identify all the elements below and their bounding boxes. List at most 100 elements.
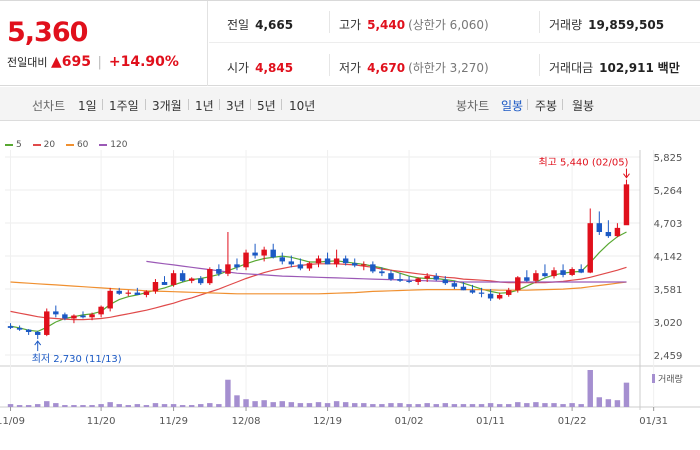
volume-bar: [370, 404, 376, 407]
date-tick-label: 11/20: [87, 416, 116, 427]
candle-body: [207, 269, 213, 284]
legend-ma120[interactable]: 120: [99, 140, 127, 150]
period-5y[interactable]: 5년: [257, 99, 276, 113]
candle-body: [7, 326, 14, 328]
volume-bar: [297, 403, 304, 407]
legend-ma20[interactable]: 20: [32, 140, 55, 150]
volume-bar: [324, 403, 331, 407]
volume-bar: [207, 403, 213, 407]
candle-body: [161, 282, 168, 285]
candle-monthly[interactable]: 월봉: [572, 99, 595, 113]
candle-daily[interactable]: 일봉: [501, 99, 524, 113]
divider: [539, 11, 540, 33]
period-10y[interactable]: 10년: [289, 99, 316, 113]
divider: [102, 99, 103, 110]
candle-body: [116, 290, 122, 294]
candle-body: [560, 270, 566, 275]
volume-bar: [315, 402, 322, 407]
volume-bar: [379, 404, 385, 407]
date-tick-label: 11/29: [159, 416, 188, 427]
price-tick-label: 3,020: [654, 318, 683, 329]
change-percent: +14.90%: [108, 54, 179, 70]
candle-body: [433, 276, 439, 280]
current-price: 5,360: [7, 17, 88, 48]
legend-ma5[interactable]: 5: [5, 140, 22, 150]
candle-body: [170, 273, 177, 285]
candle-body: [152, 282, 159, 292]
volume-bar: [524, 403, 530, 407]
stat-amount: 거래대금 102,911 백만: [549, 61, 680, 75]
period-3m[interactable]: 3개월: [152, 99, 182, 113]
volume-bar: [71, 405, 77, 407]
high-annotation: 최고 5,440 (02/05): [538, 157, 628, 169]
divider: |: [97, 55, 102, 70]
volume-bar: [62, 405, 68, 407]
price-panel: 5,360 전일대비 ▲695 | +14.90%: [0, 1, 208, 86]
volume-label: 거래량: [658, 373, 683, 385]
low-annotation: 최저 2,730 (11/13): [32, 353, 122, 365]
candle-body: [388, 273, 394, 280]
ma120-line: [146, 260, 627, 283]
volume-bar: [478, 404, 485, 407]
period-1y[interactable]: 1년: [195, 99, 214, 113]
ma-legend: 5 20 60 120: [5, 140, 135, 150]
volume-legend-swatch: [652, 374, 655, 383]
volume-bar: [605, 399, 612, 407]
candle-body: [424, 276, 430, 279]
price-tick-label: 5,825: [654, 153, 683, 164]
volume-bar: [161, 404, 168, 407]
price-tick-label: 4,703: [654, 219, 683, 230]
candle-body: [270, 249, 276, 258]
candle-body: [306, 263, 313, 269]
candle-body: [352, 263, 358, 266]
volume-bar: [243, 399, 249, 407]
candle-body: [614, 227, 621, 237]
volume-bar: [116, 404, 122, 407]
price-tick-label: 5,264: [654, 186, 683, 197]
volume-bar: [361, 403, 367, 407]
candle-body: [34, 332, 41, 335]
price-change: 전일대비 ▲695 | +14.90%: [7, 54, 179, 70]
date-tick-label: 01/22: [558, 416, 587, 427]
volume-bar: [16, 405, 23, 407]
date-tick-label: 01/02: [395, 416, 424, 427]
volume-bar: [234, 395, 240, 407]
volume-bar: [487, 403, 494, 407]
candle-body: [71, 315, 77, 319]
legend-ma60[interactable]: 60: [65, 140, 88, 150]
candle-body: [469, 290, 476, 293]
period-1d[interactable]: 1일: [78, 99, 97, 113]
candle-body: [125, 292, 131, 294]
volume-bar: [433, 404, 439, 407]
period-3y[interactable]: 3년: [226, 99, 245, 113]
volume-bar: [152, 403, 159, 407]
date-tick-label: 01/11: [476, 416, 505, 427]
stats-row-2: 시가 4,845 저가 4,670 (하한가 3,270) 거래대금 102,911 백…: [209, 44, 700, 86]
change-label: 전일대비: [7, 56, 48, 69]
period-1w[interactable]: 1주일: [109, 99, 139, 113]
divider: [329, 54, 330, 76]
volume-bar: [333, 401, 340, 407]
volume-bar: [533, 402, 539, 407]
divider: [219, 99, 220, 110]
volume-bar: [406, 404, 412, 407]
candle-body: [415, 278, 421, 282]
candle-body: [107, 290, 113, 309]
volume-bar: [542, 403, 548, 407]
candle-body: [279, 257, 285, 262]
volume-bar: [442, 403, 449, 407]
price-tick-label: 4,142: [654, 252, 683, 263]
divider: [281, 99, 282, 110]
volume-bar: [460, 404, 467, 407]
volume-bar: [623, 382, 630, 407]
candle-body: [533, 273, 539, 281]
volume-bar: [170, 404, 177, 407]
candle-weekly[interactable]: 주봉: [535, 99, 558, 113]
volume-bar: [80, 405, 86, 407]
volume-bar: [279, 401, 285, 407]
candle-body: [460, 286, 467, 291]
volume-bar: [515, 402, 521, 407]
quote-header: 5,360 전일대비 ▲695 | +14.90% 전일 4,665 고가 5,440…: [0, 0, 700, 86]
volume-bar: [342, 402, 349, 407]
candle-body: [252, 252, 258, 256]
